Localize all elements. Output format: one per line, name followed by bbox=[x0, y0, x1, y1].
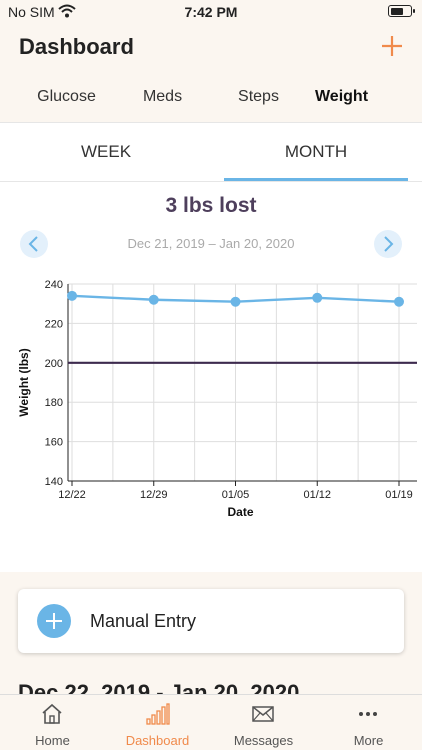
weight-point bbox=[312, 292, 323, 303]
x-tick-label: 12/22 bbox=[58, 489, 86, 501]
chart-grid bbox=[68, 283, 417, 482]
status-bar: No SIM 7:42 PM bbox=[0, 0, 422, 24]
weight-point bbox=[148, 294, 159, 305]
y-tick-label: 180 bbox=[45, 397, 63, 409]
x-tick-label: 12/29 bbox=[140, 489, 168, 501]
date-range-label: Dec 21, 2019 – Jan 20, 2020 bbox=[127, 236, 295, 251]
y-tick-label: 160 bbox=[45, 437, 63, 449]
weight-point bbox=[394, 296, 404, 307]
tab-dashboard[interactable]: Dashboard bbox=[105, 695, 210, 751]
chart-axes bbox=[67, 284, 417, 486]
x-axis-label: Date bbox=[227, 505, 253, 519]
tab-dashboard-label: Dashboard bbox=[125, 733, 190, 748]
plus-circle-icon bbox=[37, 604, 71, 638]
chevron-left-icon bbox=[28, 236, 38, 252]
y-tick-label: 240 bbox=[45, 279, 63, 291]
chevron-right-icon bbox=[384, 236, 394, 252]
wifi-icon bbox=[58, 4, 76, 18]
tab-glucose[interactable]: Glucose bbox=[37, 88, 96, 105]
y-tick-label: 140 bbox=[45, 476, 63, 488]
y-axis-label: Weight (lbs) bbox=[17, 348, 31, 416]
x-tick-label: 01/05 bbox=[222, 489, 250, 501]
carrier-label: No SIM bbox=[8, 4, 55, 20]
tab-home-label: Home bbox=[35, 733, 70, 748]
weight-summary: 3 lbs lost bbox=[165, 194, 257, 217]
tab-more-label: More bbox=[353, 733, 384, 748]
period-tabs: WEEK MONTH bbox=[0, 122, 422, 182]
weight-chart: 140 160 180 200 220 240 12/22 12/29 01/05 01/12 01… bbox=[17, 279, 417, 519]
y-tick-label: 220 bbox=[45, 318, 63, 330]
tab-week[interactable]: WEEK bbox=[80, 142, 132, 161]
header: Dashboard Glucose Meds Steps Weight bbox=[0, 24, 422, 122]
manual-entry-label: Manual Entry bbox=[90, 611, 197, 631]
page-title: Dashboard bbox=[19, 34, 134, 59]
tab-month[interactable]: MONTH bbox=[224, 123, 408, 181]
tab-messages[interactable]: Messages bbox=[211, 695, 316, 751]
x-tick-label: 01/12 bbox=[303, 489, 331, 501]
manual-entry-button[interactable]: Manual Entry bbox=[18, 589, 404, 653]
weight-point bbox=[67, 290, 77, 301]
entry-section: Manual Entry Dec 22, 2019 - Jan 20, 2020 bbox=[0, 572, 422, 705]
more-icon bbox=[359, 712, 377, 716]
envelope-icon bbox=[252, 706, 274, 722]
previous-period-button[interactable] bbox=[20, 230, 48, 258]
category-tabs: Glucose Meds Steps Weight bbox=[0, 78, 422, 114]
x-tick-label: 01/19 bbox=[385, 489, 413, 501]
date-range-nav: Dec 21, 2019 – Jan 20, 2020 bbox=[0, 230, 422, 258]
weight-series bbox=[67, 290, 404, 307]
tab-more[interactable]: More bbox=[316, 695, 421, 751]
tab-steps[interactable]: Steps bbox=[238, 88, 279, 105]
tab-bar: Home Dashboard Messages More bbox=[0, 694, 422, 750]
tab-home[interactable]: Home bbox=[0, 695, 105, 751]
bar-chart-icon bbox=[146, 703, 170, 725]
tab-meds[interactable]: Meds bbox=[142, 88, 183, 105]
clock: 7:42 PM bbox=[184, 4, 238, 20]
tab-weight[interactable]: Weight bbox=[314, 88, 369, 105]
add-icon[interactable] bbox=[378, 32, 406, 60]
battery-icon bbox=[388, 5, 415, 17]
next-period-button[interactable] bbox=[374, 230, 402, 258]
axis-labels: 140 160 180 200 220 240 12/22 12/29 01/05 01/12 01… bbox=[17, 279, 413, 519]
tab-messages-label: Messages bbox=[233, 733, 294, 748]
home-icon bbox=[42, 703, 62, 724]
weight-point bbox=[230, 296, 241, 307]
y-tick-label: 200 bbox=[45, 358, 63, 370]
